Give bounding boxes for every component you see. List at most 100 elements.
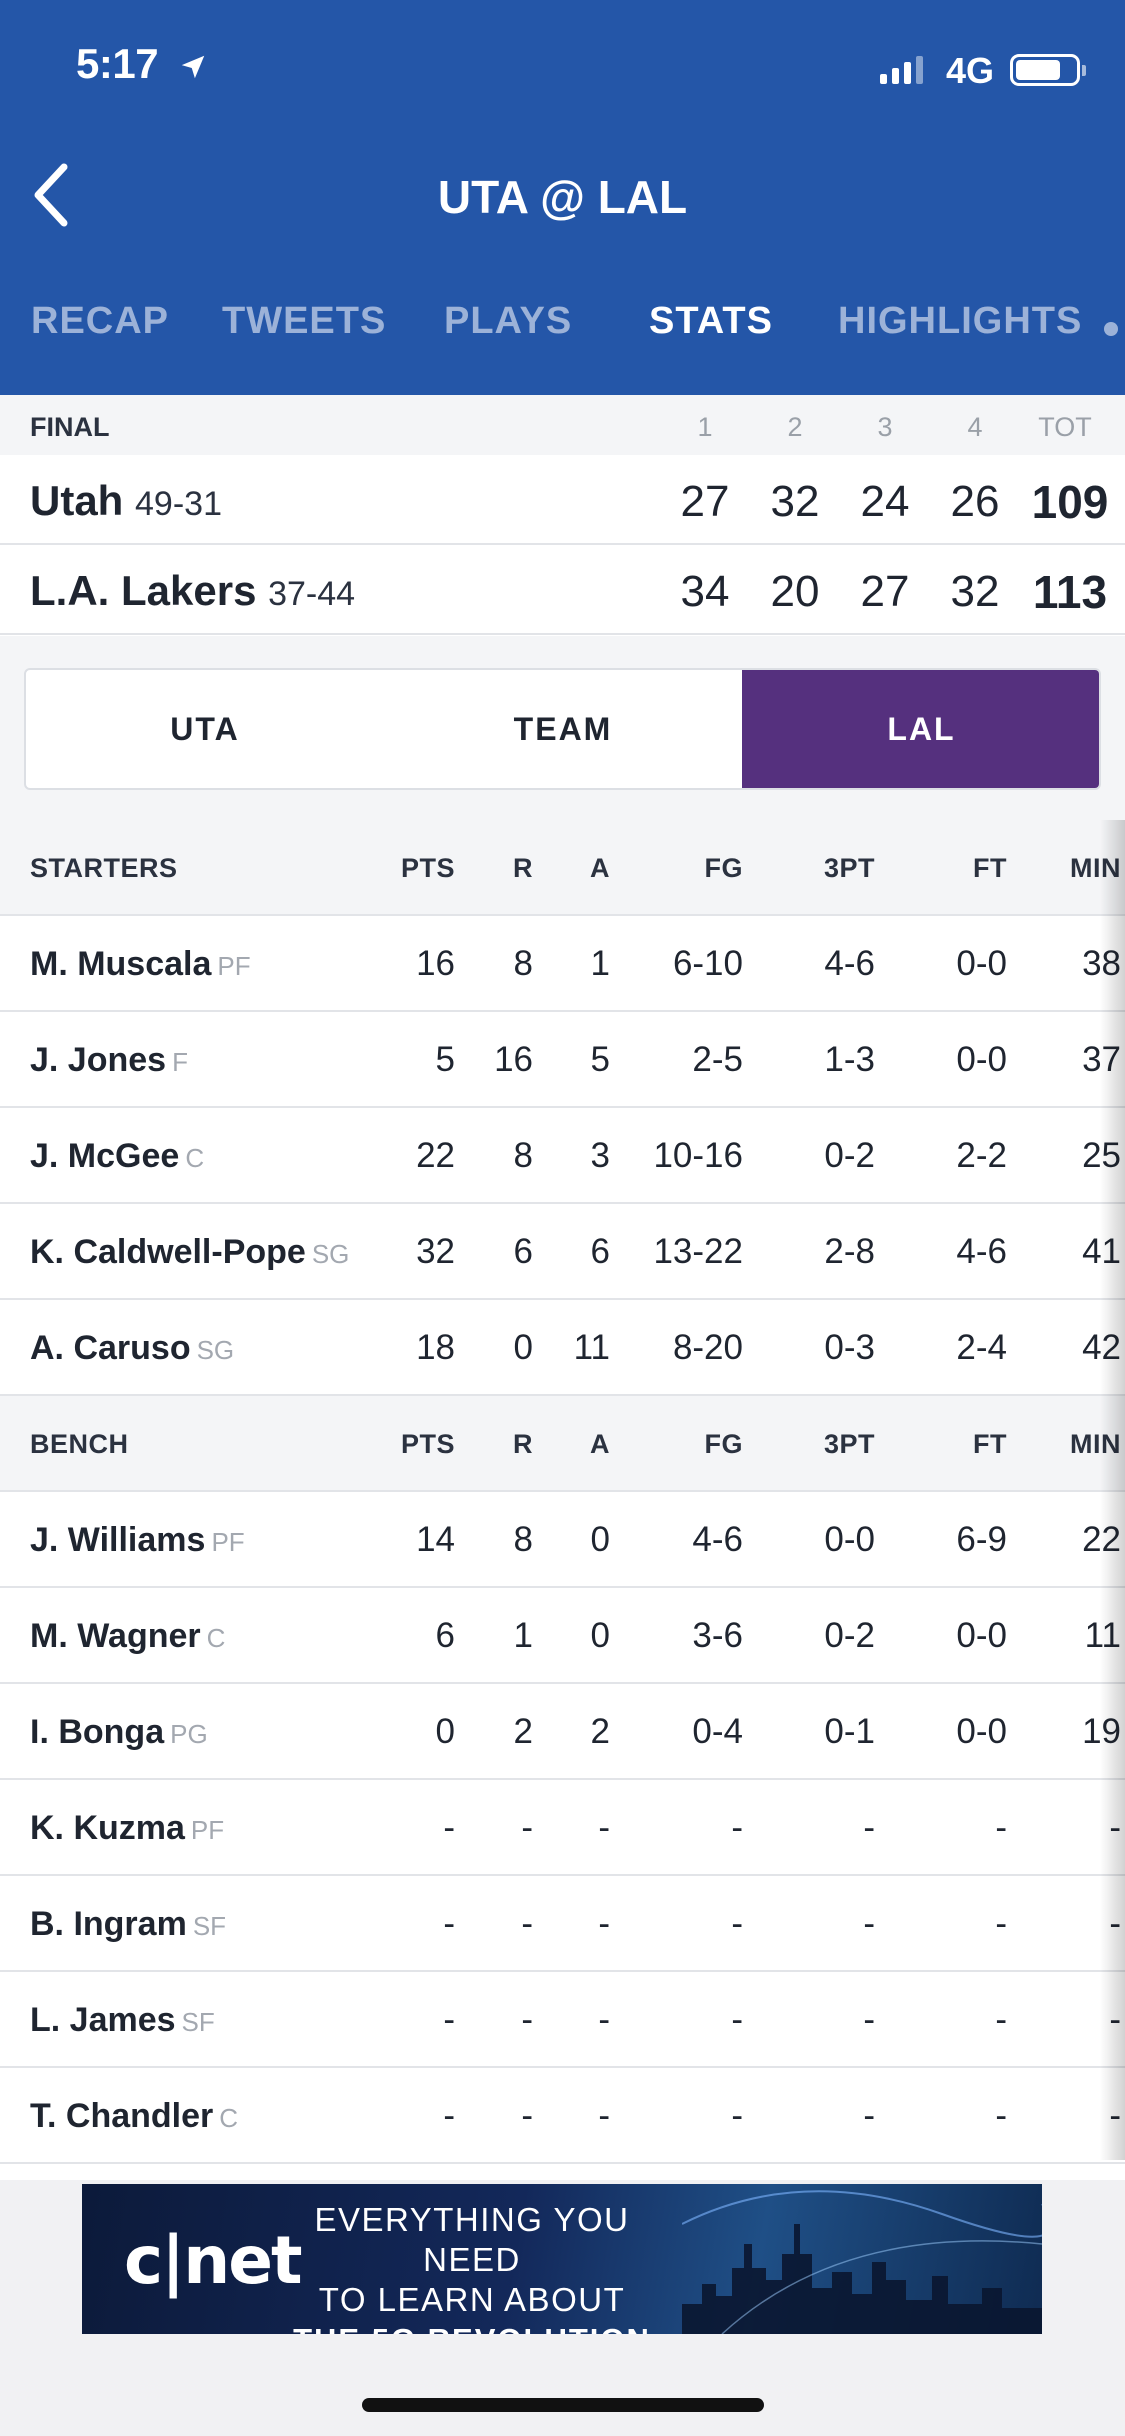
column-header-ft[interactable]: FT xyxy=(973,853,1007,883)
bench-header-row: BENCH PTS R A FG 3PT FT MIN xyxy=(0,1396,1125,1492)
stat-3pt: 1-3 xyxy=(824,1040,875,1079)
stat-r: 8 xyxy=(513,944,533,983)
ad-line: THE 5G REVOLUTION xyxy=(272,2320,672,2334)
player-name: I. Bonga PG xyxy=(30,1684,208,1780)
column-header-r[interactable]: R xyxy=(513,1429,533,1459)
stat-r: - xyxy=(521,2000,533,2039)
stat-fg: 2-5 xyxy=(692,1040,743,1079)
ad-text: EVERYTHING YOU NEED TO LEARN ABOUT THE 5… xyxy=(272,2200,672,2334)
stat-ft: 2-2 xyxy=(956,1136,1007,1175)
stat-fg: 8-20 xyxy=(672,1328,743,1367)
quarter-score: 27 xyxy=(860,567,910,616)
total-label: TOT xyxy=(1038,412,1092,442)
tab-stats[interactable]: STATS xyxy=(649,300,773,342)
tab-plays[interactable]: PLAYS xyxy=(444,300,573,342)
stat-a: - xyxy=(598,2000,610,2039)
tab-tweets[interactable]: TWEETS xyxy=(222,300,387,342)
column-header-pts[interactable]: PTS xyxy=(400,1429,455,1459)
stat-r: 8 xyxy=(513,1136,533,1175)
column-header-ft[interactable]: FT xyxy=(973,1429,1007,1459)
stat-a: 2 xyxy=(590,1712,610,1751)
stat-min: - xyxy=(1109,2096,1121,2135)
player-row[interactable]: M. Wagner C 6 1 0 3-6 0-2 0-0 11 xyxy=(0,1588,1125,1684)
column-header-a[interactable]: A xyxy=(590,853,610,883)
stat-fg: - xyxy=(731,2000,743,2039)
column-header-fg[interactable]: FG xyxy=(704,853,743,883)
player-row[interactable]: L. James SF - - - - - - - xyxy=(0,1972,1125,2068)
player-row[interactable]: J. Williams PF 14 8 0 4-6 0-0 6-9 22 xyxy=(0,1492,1125,1588)
stat-r: - xyxy=(521,1808,533,1847)
stat-a: 1 xyxy=(590,944,610,983)
stat-ft: 0-0 xyxy=(956,1616,1007,1655)
stat-pts: 32 xyxy=(416,1232,455,1271)
column-header-r[interactable]: R xyxy=(513,853,533,883)
stat-a: 0 xyxy=(590,1520,610,1559)
stat-a: 0 xyxy=(590,1616,610,1655)
stat-pts: 16 xyxy=(416,944,455,983)
player-name-text: K. Caldwell-Pope xyxy=(30,1233,306,1271)
player-position: SF xyxy=(181,2007,215,2037)
player-row[interactable]: K. Caldwell-Pope SG 32 6 6 13-22 2-8 4-6 41 xyxy=(0,1204,1125,1300)
player-position: PF xyxy=(190,1815,225,1845)
stat-r: - xyxy=(521,1904,533,1943)
stat-ft: 4-6 xyxy=(956,1232,1007,1271)
player-row[interactable]: M. Muscala PF 16 8 1 6-10 4-6 0-0 38 xyxy=(0,916,1125,1012)
player-name: J. Williams PF xyxy=(30,1492,245,1588)
home-indicator xyxy=(362,2398,764,2412)
column-header-3pt[interactable]: 3PT xyxy=(823,853,875,883)
player-name: J. Jones F xyxy=(30,1012,188,1108)
ad-line: TO LEARN ABOUT xyxy=(318,2281,626,2318)
player-name: M. Muscala PF xyxy=(30,916,251,1012)
column-header-min[interactable]: MIN xyxy=(1070,853,1121,883)
stat-min: - xyxy=(1109,1904,1121,1943)
ad-banner[interactable]: c|net EVERYTHING YOU NEED TO LEARN ABOUT… xyxy=(82,2184,1042,2334)
stat-ft: 0-0 xyxy=(956,944,1007,983)
tab-recap[interactable]: RECAP xyxy=(31,300,170,342)
ad-logo: c|net xyxy=(124,2222,303,2299)
back-button[interactable] xyxy=(20,160,80,230)
column-header-3pt[interactable]: 3PT xyxy=(823,1429,875,1459)
player-name: J. McGee C xyxy=(30,1108,204,1204)
stat-a: - xyxy=(598,2096,610,2135)
tab-highlights[interactable]: HIGHLIGHTS xyxy=(838,300,1083,342)
stat-min: 38 xyxy=(1082,944,1121,983)
player-position: PG xyxy=(170,1719,208,1749)
player-row[interactable]: J. McGee C 22 8 3 10-16 0-2 2-2 25 xyxy=(0,1108,1125,1204)
player-row[interactable]: I. Bonga PG 0 2 2 0-4 0-1 0-0 19 xyxy=(0,1684,1125,1780)
player-name: A. Caruso SG xyxy=(30,1300,234,1396)
stat-r: 16 xyxy=(494,1040,533,1079)
network-label: 4G xyxy=(946,50,995,91)
period-label: 3 xyxy=(877,412,893,442)
segment-team[interactable]: TEAM xyxy=(513,710,613,747)
column-header-pts[interactable]: PTS xyxy=(400,853,455,883)
stat-a: 5 xyxy=(590,1040,610,1079)
column-header-min[interactable]: MIN xyxy=(1070,1429,1121,1459)
quarter-score: 32 xyxy=(770,477,820,526)
stat-min: 41 xyxy=(1082,1232,1121,1271)
column-header-fg[interactable]: FG xyxy=(704,1429,743,1459)
column-header-a[interactable]: A xyxy=(590,1429,610,1459)
period-label: 4 xyxy=(967,412,983,442)
linescore-header: FINAL 1 2 3 4 TOT xyxy=(0,395,1125,455)
stat-pts: - xyxy=(443,2000,455,2039)
segment-uta[interactable]: UTA xyxy=(170,710,240,747)
stat-ft: - xyxy=(995,2096,1007,2135)
stat-fg: - xyxy=(731,1904,743,1943)
player-name-text: J. Williams xyxy=(30,1521,206,1559)
player-position: PF xyxy=(217,951,251,981)
segment-lal[interactable]: LAL xyxy=(742,670,1099,788)
player-row[interactable]: T. Chandler C - - - - - - - xyxy=(0,2068,1125,2164)
total-score: 113 xyxy=(1032,566,1108,618)
stat-ft: - xyxy=(995,2000,1007,2039)
box-score-table: STARTERS PTS R A FG 3PT FT MIN M. Muscala PF 16 8 1 6… xyxy=(0,820,1125,2164)
player-row[interactable]: J. Jones F 5 16 5 2-5 1-3 0-0 37 xyxy=(0,1012,1125,1108)
stat-r: 0 xyxy=(513,1328,533,1367)
team-record: 49-31 xyxy=(135,485,222,523)
stat-pts: 0 xyxy=(435,1712,455,1751)
player-row[interactable]: B. Ingram SF - - - - - - - xyxy=(0,1876,1125,1972)
player-row[interactable]: A. Caruso SG 18 0 11 8-20 0-3 2-4 42 xyxy=(0,1300,1125,1396)
location-arrow-icon xyxy=(181,55,205,79)
stat-pts: 5 xyxy=(435,1040,455,1079)
player-row[interactable]: K. Kuzma PF - - - - - - - xyxy=(0,1780,1125,1876)
stat-fg: - xyxy=(731,1808,743,1847)
